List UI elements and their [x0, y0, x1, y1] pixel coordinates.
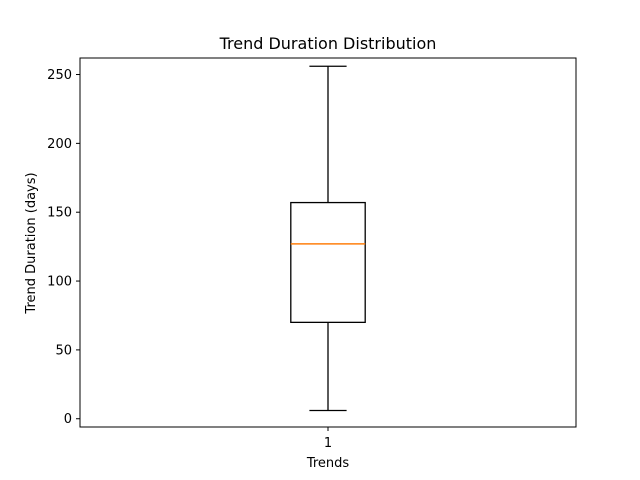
- y-tick-label: 250: [47, 68, 72, 83]
- y-axis-ticks: 0 50 100 150 200 250: [47, 68, 80, 427]
- y-axis-label: Trend Duration (days): [24, 172, 39, 314]
- y-tick-label: 150: [47, 206, 72, 221]
- box-group: [290, 65, 366, 412]
- interquartile-box: [290, 201, 366, 324]
- y-tick-label: 50: [55, 343, 72, 358]
- chart-title: Trend Duration Distribution: [219, 34, 437, 53]
- y-tick-label: 200: [47, 137, 72, 152]
- plot-area: [290, 65, 366, 412]
- x-tick-label: 1: [324, 436, 332, 451]
- y-tick-label: 0: [64, 412, 72, 427]
- y-tick-label: 100: [47, 275, 72, 290]
- x-axis-ticks: 1: [324, 427, 332, 451]
- x-axis-label: Trends: [306, 456, 350, 471]
